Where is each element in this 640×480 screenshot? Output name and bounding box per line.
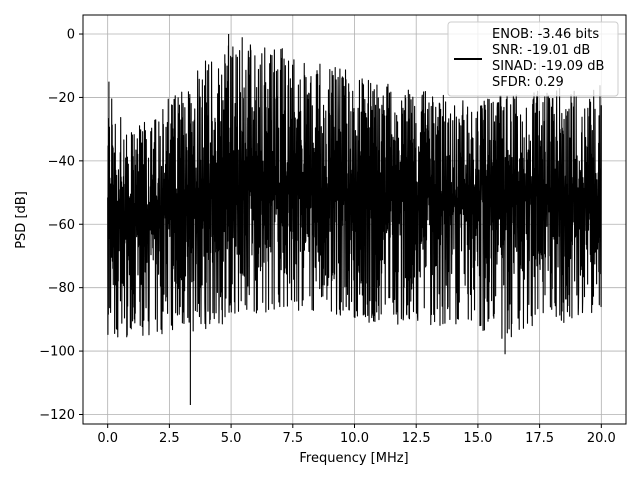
x-tick-label: 10.0: [340, 431, 369, 446]
legend-snr: SNR: -19.01 dB: [492, 43, 590, 58]
x-tick-label: 7.5: [282, 431, 303, 446]
legend-box: [447, 21, 619, 97]
y-tick-label: −20: [48, 91, 75, 106]
x-tick-label: 17.5: [525, 431, 554, 446]
legend-enob: ENOB: -3.46 bits: [492, 27, 599, 42]
x-tick-label: 15.0: [463, 431, 492, 446]
x-tick-label: 0.0: [97, 431, 118, 446]
x-tick-label: 5.0: [221, 431, 242, 446]
y-tick-label: −120: [39, 408, 75, 423]
y-tick-label: −100: [39, 345, 75, 360]
y-tick-label: 0: [67, 28, 75, 43]
psd-series-line: [107, 34, 602, 405]
y-axis-label: PSD [dB]: [14, 191, 29, 249]
x-tick-label: 2.5: [159, 431, 180, 446]
legend-sfdr: SFDR: 0.29: [492, 75, 564, 90]
legend-sinad: SINAD: -19.09 dB: [492, 59, 604, 74]
axis-ticks: 0.0 2.5 5.0 7.5 10.0 12.5 15.0 17.5 20.0 0 −20 −40 −…: [39, 28, 616, 446]
x-tick-label: 20.0: [587, 431, 616, 446]
y-tick-label: −80: [48, 281, 75, 296]
x-tick-label: 12.5: [402, 431, 431, 446]
legend: ENOB: -3.46 bits SNR: -19.01 dB SINAD: -…: [447, 21, 619, 97]
x-axis-label: Frequency [MHz]: [299, 451, 408, 466]
series-layer: [107, 34, 602, 405]
y-tick-label: −60: [48, 218, 75, 233]
y-tick-label: −40: [48, 154, 75, 169]
